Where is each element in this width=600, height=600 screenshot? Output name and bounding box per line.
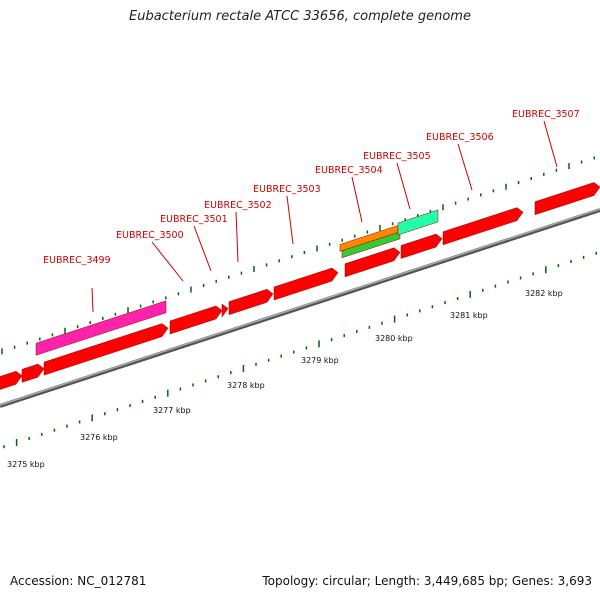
cds-arrow — [0, 370, 23, 390]
scale-label: 3275 kbp — [7, 460, 45, 469]
gene-label: EUBREC_3504 — [315, 165, 383, 176]
cds-arrow — [21, 363, 45, 383]
leader-line — [151, 241, 184, 282]
scale-label: 3281 kbp — [450, 311, 488, 320]
cds-arrow — [273, 267, 339, 301]
cds-arrow — [169, 305, 223, 335]
cds-arrow — [344, 247, 401, 278]
gene-label: EUBREC_3505 — [363, 151, 431, 162]
scale-label: 3280 kbp — [375, 334, 413, 343]
scale-tick-ring — [3, 251, 597, 449]
leader-line — [396, 162, 411, 210]
outer-tick-ring — [1, 156, 595, 355]
cds-arrow — [442, 207, 524, 246]
gene-label: EUBREC_3503 — [253, 184, 321, 195]
cds-arrow — [534, 182, 600, 216]
highlight-gene — [35, 300, 167, 356]
cds-arrow — [228, 289, 274, 316]
scale-label: 3279 kbp — [301, 356, 339, 365]
cds-arrow — [400, 233, 443, 259]
scale-label: 3278 kbp — [227, 381, 265, 390]
leader-line — [457, 143, 473, 191]
rna-feature-cyan — [397, 209, 439, 236]
leader-line — [193, 225, 212, 272]
leader-line — [91, 287, 94, 313]
cds-arrow — [221, 303, 229, 318]
genome-backbone-highlight — [0, 208, 600, 406]
gene-label: EUBREC_3500 — [116, 230, 184, 241]
scale-label: 3276 kbp — [80, 433, 118, 442]
leader-line — [286, 195, 294, 245]
accession-text: Accession: NC_012781 — [10, 574, 147, 588]
scale-label: 3277 kbp — [153, 406, 191, 415]
gene-label-leaders — [91, 120, 558, 313]
leader-line — [351, 176, 363, 223]
leader-line — [235, 211, 239, 263]
gene-label: EUBREC_3499 — [43, 255, 111, 266]
genome-summary-text: Topology: circular; Length: 3,449,685 bp… — [262, 574, 592, 588]
genome-title: Eubacterium rectale ATCC 33656, complete… — [129, 9, 471, 24]
scale-labels: 3275 kbp 3276 kbp 3277 kbp 3278 kbp 3279 kbp… — [7, 289, 563, 469]
gene-labels: EUBREC_3499 EUBREC_3500 EUBREC_3501 EUBREC_… — [43, 109, 580, 266]
gene-label: EUBREC_3507 — [512, 109, 580, 120]
cds-arrow — [43, 323, 169, 376]
genome-backbone — [0, 208, 600, 408]
gene-label: EUBREC_3502 — [204, 200, 272, 211]
leader-line — [543, 120, 558, 168]
gene-label: EUBREC_3501 — [160, 214, 228, 225]
gene-track — [0, 182, 600, 390]
rna-feature-green — [341, 231, 401, 259]
scale-label: 3282 kbp — [525, 289, 563, 298]
gene-label: EUBREC_3506 — [426, 132, 494, 143]
